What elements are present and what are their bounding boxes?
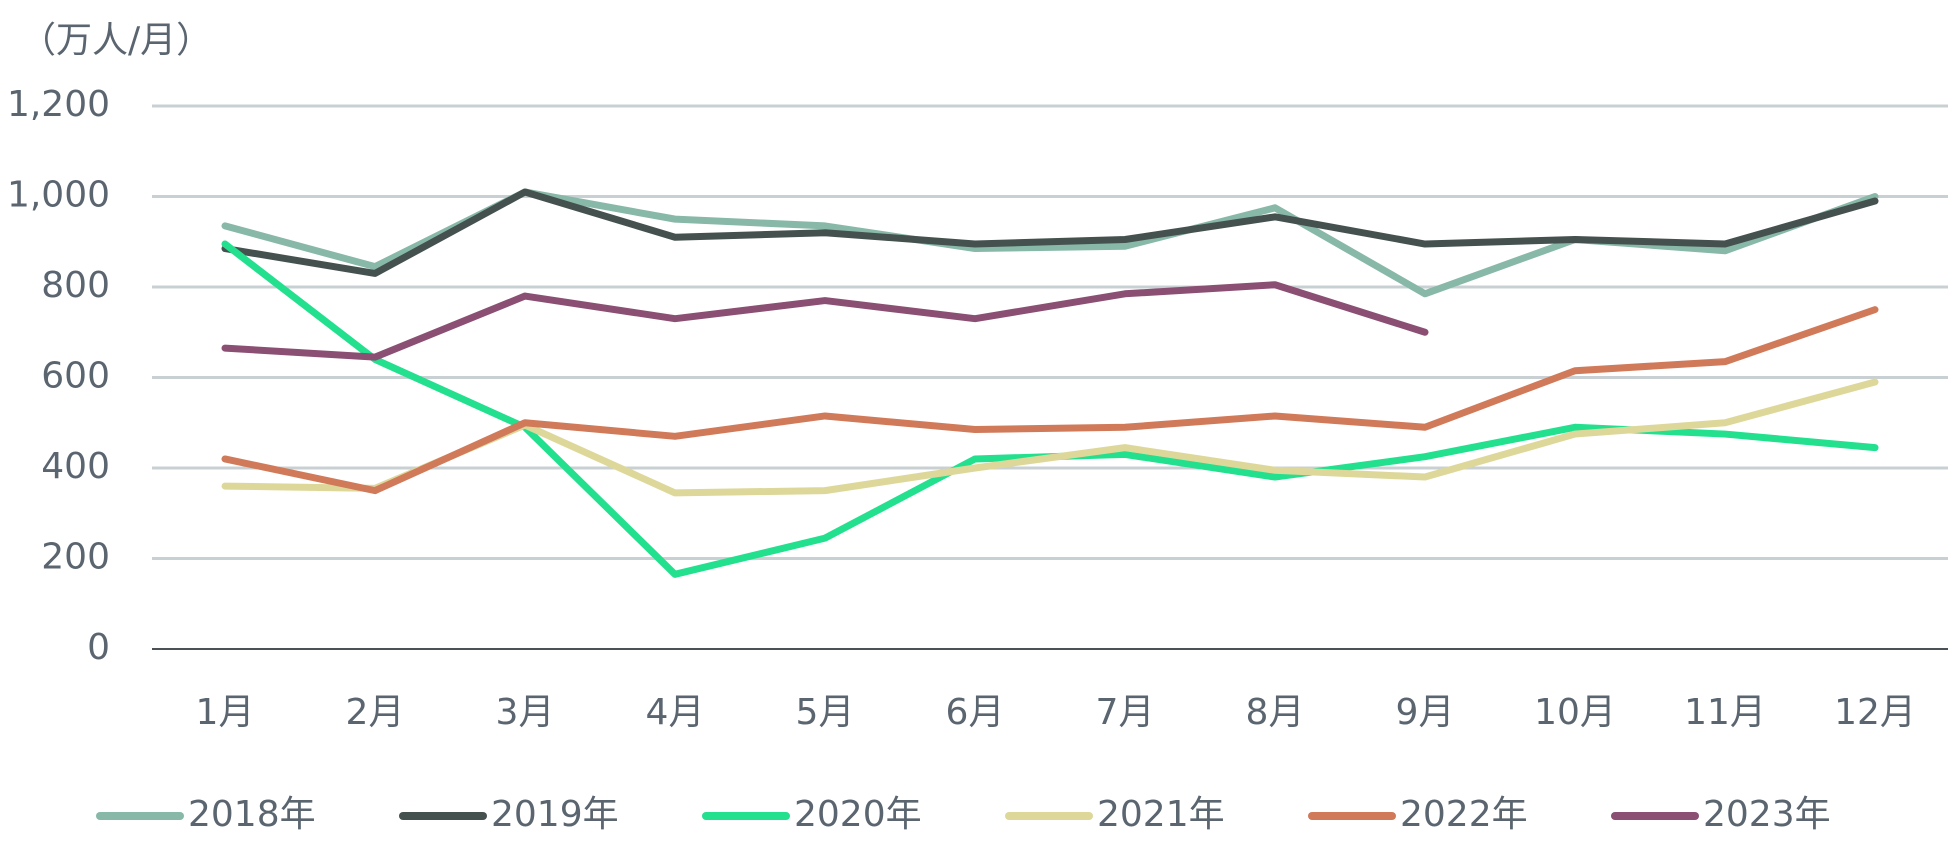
y-tick-label: 800 [41, 265, 110, 306]
series-line [221, 188, 1879, 277]
x-tick-label: 1月 [196, 692, 255, 733]
legend-label: 2018年 [188, 794, 316, 835]
legend-label: 2022年 [1400, 794, 1528, 835]
x-tick-label: 8月 [1246, 692, 1305, 733]
legend-label: 2021年 [1097, 794, 1225, 835]
x-tick-label: 11月 [1684, 692, 1766, 733]
x-tick-label: 7月 [1096, 692, 1155, 733]
x-tick-label: 2月 [346, 692, 405, 733]
legend-label: 2023年 [1703, 794, 1831, 835]
x-tick-label: 9月 [1396, 692, 1455, 733]
x-tick-label: 6月 [946, 692, 1005, 733]
x-tick-label: 12月 [1834, 692, 1916, 733]
x-tick-label: 10月 [1534, 692, 1616, 733]
y-tick-label: 600 [41, 356, 110, 397]
y-tick-label: 400 [41, 446, 110, 487]
y-tick-label: 1,200 [7, 84, 110, 125]
legend-label: 2020年 [794, 794, 922, 835]
series-line [221, 281, 1429, 361]
y-tick-label: 1,000 [7, 175, 110, 216]
y-axis-label: （万人/月） [20, 20, 212, 61]
x-tick-label: 4月 [646, 692, 705, 733]
y-tick-label: 0 [87, 627, 110, 668]
series-line [221, 378, 1879, 497]
x-tick-label: 3月 [496, 692, 555, 733]
y-tick-label: 200 [41, 537, 110, 578]
series-line [221, 240, 1879, 578]
legend-label: 2019年 [491, 794, 619, 835]
series-line [221, 306, 1879, 495]
x-tick-label: 5月 [796, 692, 855, 733]
